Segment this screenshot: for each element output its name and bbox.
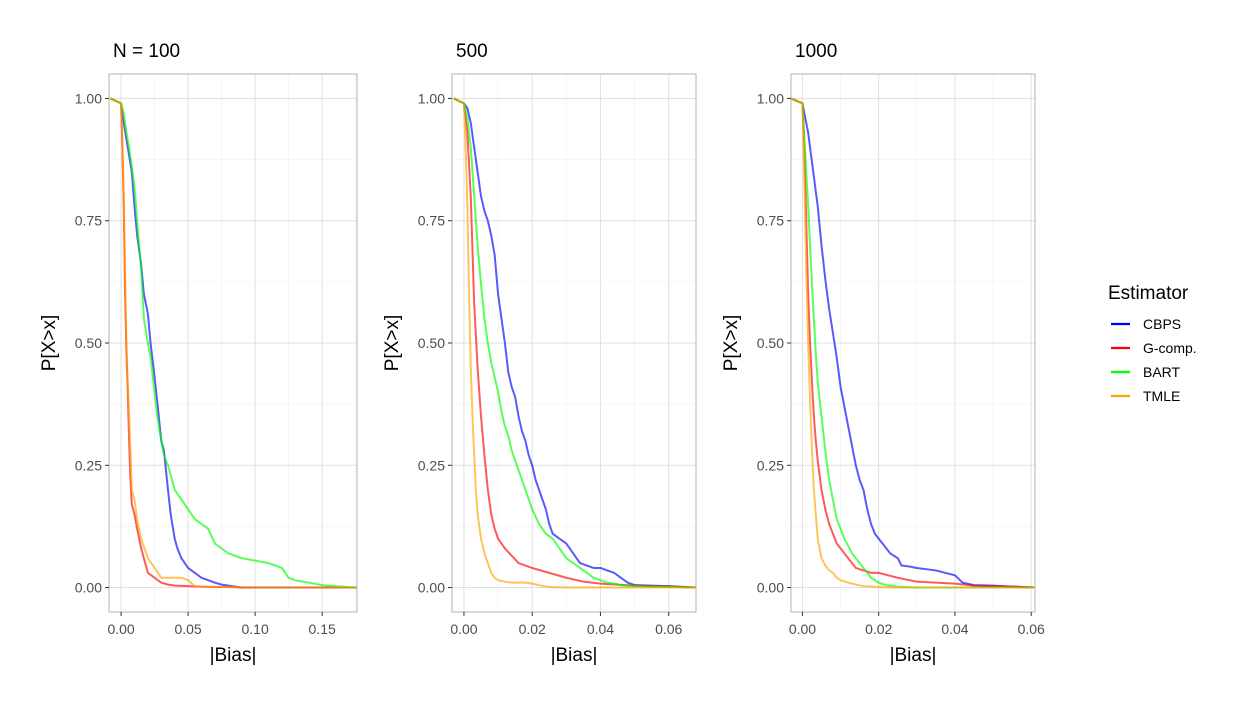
y-tick-label: 0.50 [75,335,102,351]
y-tick-label: 0.00 [757,580,784,596]
panel-title: 1000 [795,41,837,62]
panel-1: 0.00 0.25 0.50 0.75 1.00 0.00 0.02 0.04 0.06 500 |… [382,41,697,666]
y-tick-label: 1.00 [418,90,445,106]
y-tick-label: 0.25 [75,457,102,473]
y-axis-title: P[X>x] [382,315,403,372]
y-tick-label: 1.00 [75,90,102,106]
x-axis-title: |Bias| [551,645,598,666]
legend-entry-bart-label: BART [1143,364,1181,380]
series-line-bart [453,97,697,589]
x-axis-title: |Bias| [890,645,937,666]
x-tick-label: 0.06 [655,621,682,637]
y-tick-label: 0.75 [757,213,784,229]
series-line-tmle [453,97,696,589]
series-line-tmle [790,97,1035,589]
x-tick-label: 0.06 [1018,621,1045,637]
panel-title: N = 100 [113,41,180,62]
x-tick-label: 0.05 [174,621,201,637]
x-tick-label: 0.15 [309,621,336,637]
y-tick-label: 0.00 [418,580,445,596]
y-tick-label: 1.00 [757,90,784,106]
y-axis-title: P[X>x] [39,315,60,372]
y-tick-label: 0.50 [418,335,445,351]
series-line-tmle [109,97,357,589]
legend-title: Estimator [1108,283,1189,304]
y-tick-label: 0.25 [418,457,445,473]
series-line-cbps [453,97,697,589]
panel-title: 500 [456,41,488,62]
series-line-gcomp [790,97,1036,589]
y-tick-label: 0.50 [757,335,784,351]
y-tick-label: 0.25 [757,457,784,473]
x-axis-title: |Bias| [210,645,257,666]
series-line-cbps [790,97,1036,589]
x-tick-label: 0.04 [941,621,968,637]
x-tick-label: 0.02 [865,621,892,637]
x-tick-label: 0.10 [241,621,268,637]
y-axis-title: P[X>x] [721,315,742,372]
panel-0: 0.00 0.25 0.50 0.75 1.00 0.00 0.05 0.10 0.15 N = … [39,41,358,666]
x-tick-label: 0.02 [519,621,546,637]
legend-entry-tmle-label: TMLE [1143,388,1180,404]
legend-entry-cbps-label: CBPS [1143,316,1181,332]
legend-entry-gcomp-label: G-comp. [1143,340,1197,356]
x-tick-label: 0.04 [587,621,614,637]
y-tick-label: 0.75 [418,213,445,229]
x-tick-label: 0.00 [450,621,477,637]
y-tick-label: 0.00 [75,580,102,596]
series-line-bart [109,97,358,589]
panel-2: 0.00 0.25 0.50 0.75 1.00 0.00 0.02 0.04 0.06 1000… [721,41,1045,666]
series-line-cbps [109,97,357,589]
series-line-bart [790,97,1035,589]
legend: Estimator CBPS G-comp. BART TMLE [1108,283,1197,404]
x-tick-label: 0.00 [107,621,134,637]
y-tick-label: 0.75 [75,213,102,229]
x-tick-label: 0.00 [789,621,816,637]
